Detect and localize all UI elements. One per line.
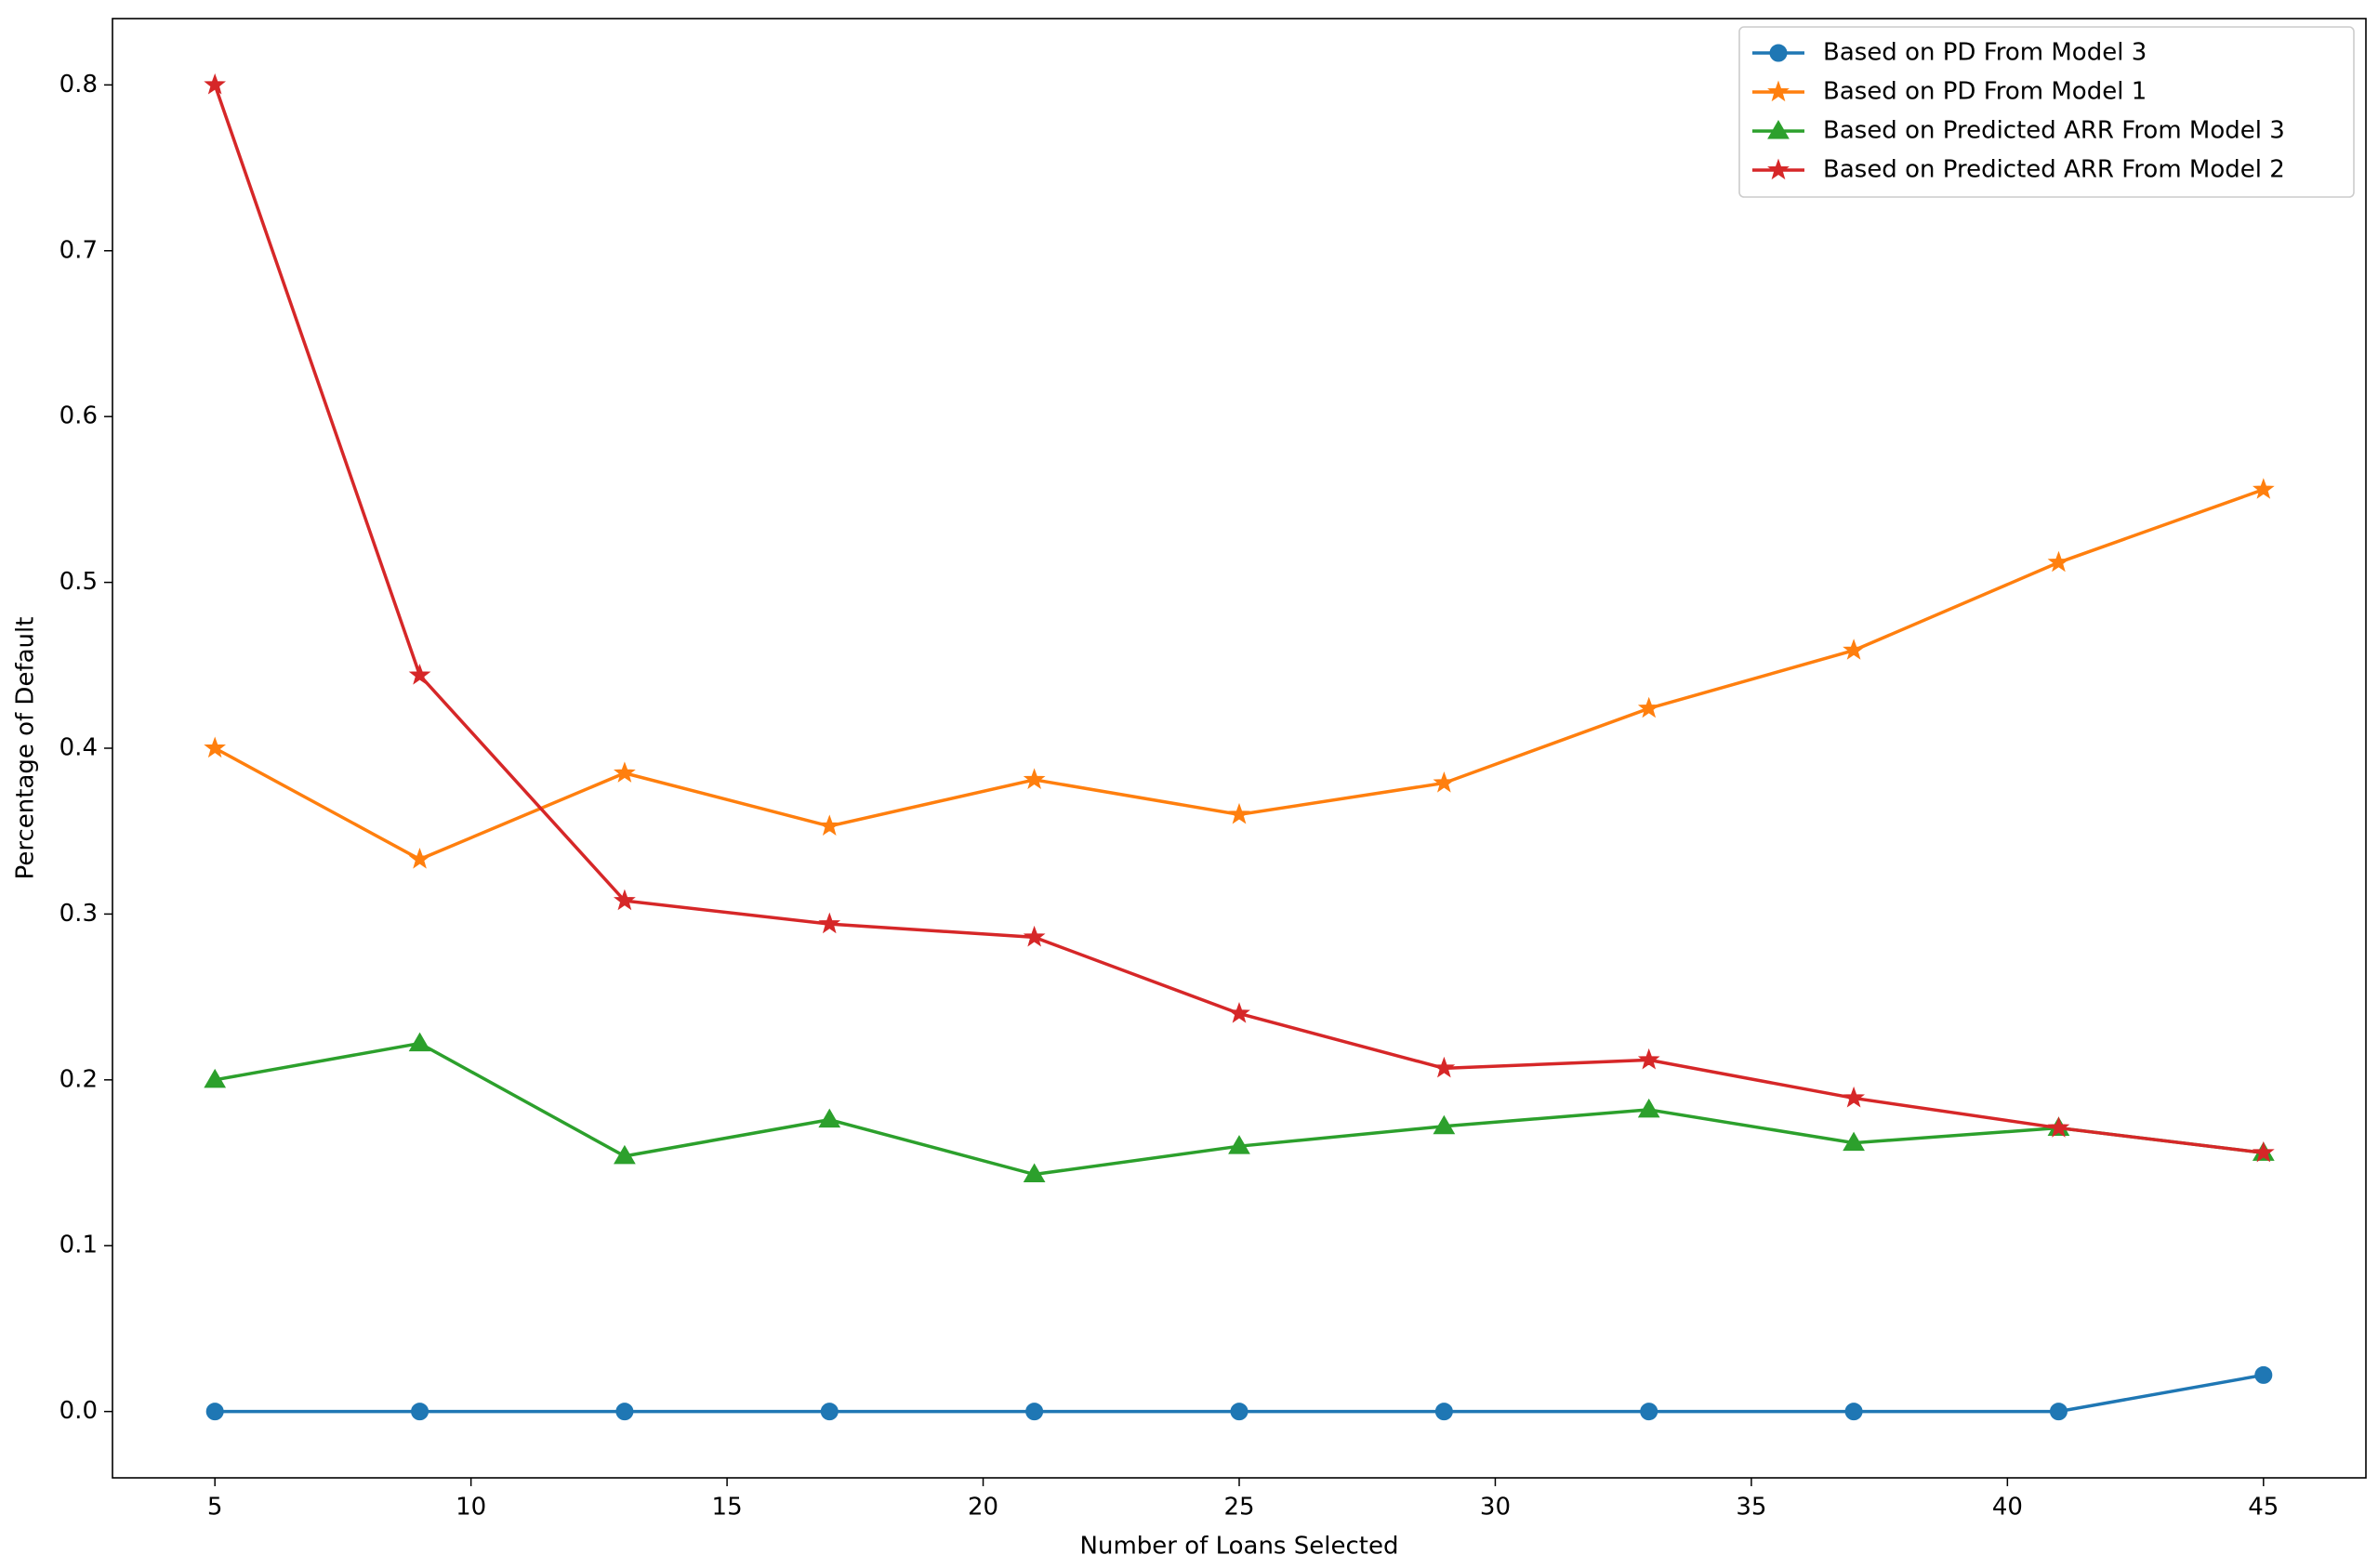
- data-point: [205, 1403, 224, 1421]
- y-axis-label: Percentage of Default: [12, 617, 40, 880]
- data-point: [411, 1403, 429, 1421]
- data-point: [1228, 1002, 1250, 1023]
- x-axis-label: Number of Loans Selected: [1080, 1533, 1399, 1561]
- x-tick-label: 45: [2248, 1494, 2279, 1522]
- legend-label: Based on PD From Model 3: [1823, 39, 2147, 67]
- data-point: [2252, 1140, 2275, 1163]
- plot-frame: [112, 18, 2367, 1479]
- data-point: [204, 1068, 227, 1088]
- data-point: [1640, 1403, 1658, 1421]
- data-point: [408, 664, 431, 685]
- x-tick-label: 10: [456, 1494, 486, 1522]
- y-tick-label: 0.7: [59, 236, 98, 264]
- legend-label: Based on Predicted ARR From Model 3: [1823, 117, 2285, 145]
- data-point: [818, 1108, 841, 1128]
- data-point: [2047, 550, 2070, 573]
- data-point: [1023, 925, 1046, 947]
- data-point: [408, 1032, 431, 1052]
- y-tick-label: 0.0: [59, 1397, 98, 1425]
- data-point: [1230, 1403, 1248, 1421]
- data-point: [1844, 1403, 1863, 1421]
- data-point: [1637, 1048, 1660, 1070]
- data-point: [820, 1403, 839, 1421]
- data-point: [615, 1403, 634, 1421]
- data-point: [2047, 1116, 2070, 1138]
- data-point: [613, 889, 636, 911]
- x-tick-label: 40: [1992, 1494, 2023, 1522]
- legend-label: Based on PD From Model 1: [1823, 78, 2147, 106]
- x-tick-label: 15: [712, 1494, 743, 1522]
- data-point: [614, 1144, 636, 1165]
- legend-marker: [1769, 44, 1788, 62]
- legend-marker: [1767, 120, 1790, 139]
- data-point: [1434, 1403, 1453, 1421]
- x-tick-label: 5: [207, 1494, 223, 1522]
- data-point: [614, 761, 636, 783]
- y-tick-label: 0.6: [59, 402, 98, 430]
- y-tick-label: 0.1: [59, 1232, 98, 1259]
- data-point: [204, 72, 226, 95]
- x-tick-label: 35: [1736, 1494, 1766, 1522]
- y-tick-label: 0.8: [59, 71, 98, 99]
- y-tick-label: 0.5: [59, 568, 98, 596]
- data-point: [1433, 771, 1456, 793]
- data-point: [1023, 1163, 1046, 1183]
- x-tick-label: 30: [1480, 1494, 1511, 1522]
- data-point: [1433, 1056, 1456, 1078]
- x-tick-label: 25: [1223, 1494, 1254, 1522]
- y-tick-label: 0.4: [59, 734, 98, 762]
- data-point: [1843, 1131, 1865, 1152]
- data-point: [408, 848, 431, 869]
- data-point: [818, 814, 841, 836]
- data-point: [1025, 1403, 1044, 1421]
- y-tick-label: 0.3: [59, 900, 98, 928]
- legend-box: [1738, 26, 2355, 198]
- data-point: [1843, 639, 1866, 660]
- data-point: [1228, 1135, 1250, 1154]
- legend-marker: [1767, 158, 1790, 180]
- y-tick-label: 0.2: [59, 1065, 98, 1093]
- data-point: [204, 736, 226, 758]
- data-point: [1637, 1098, 1660, 1118]
- legend-label: Based on Predicted ARR From Model 2: [1823, 156, 2285, 184]
- data-point: [1023, 768, 1046, 790]
- data-point: [1433, 1114, 1456, 1135]
- x-tick-label: 20: [968, 1494, 998, 1522]
- data-point: [1843, 1086, 1866, 1108]
- legend-marker: [1767, 80, 1790, 102]
- data-point: [2252, 478, 2275, 499]
- data-point: [1228, 802, 1250, 824]
- data-point: [818, 912, 841, 934]
- data-point: [2049, 1403, 2068, 1421]
- data-point: [1637, 696, 1660, 718]
- data-point: [2254, 1365, 2273, 1384]
